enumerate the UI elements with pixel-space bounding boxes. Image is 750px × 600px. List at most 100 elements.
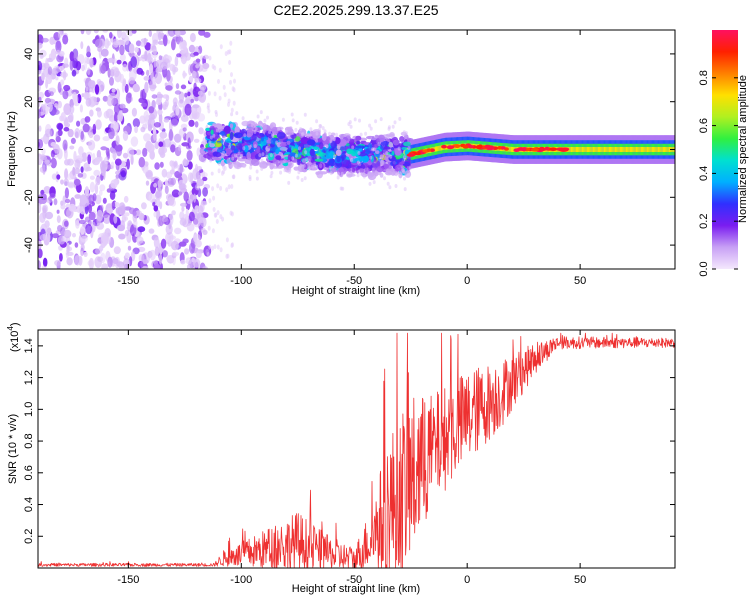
noise-blob <box>62 34 69 45</box>
noise-blob <box>69 145 75 150</box>
noise-blob <box>101 263 109 269</box>
noise-blob <box>123 258 131 269</box>
noise-blob <box>70 137 76 144</box>
noise-blob <box>200 171 208 178</box>
noise-blob <box>73 95 78 103</box>
band-blob <box>270 137 277 145</box>
band-blob <box>291 118 295 123</box>
band-blob <box>284 129 288 134</box>
signal-band <box>626 147 629 152</box>
signal-band <box>595 147 598 152</box>
colorbar-tick-label: 0.0 <box>698 261 710 276</box>
band-blob <box>209 125 215 132</box>
band-blob <box>398 171 403 179</box>
spectrogram-heatmap <box>38 30 675 269</box>
noise-blob <box>196 78 202 84</box>
band-blob <box>291 130 295 135</box>
noise-blob <box>230 243 234 248</box>
noise-blob <box>160 238 167 249</box>
band-blob <box>295 120 299 125</box>
noise-blob <box>128 76 136 85</box>
band-blob <box>347 122 351 127</box>
noise-blob <box>169 113 176 118</box>
band-blob <box>314 158 324 162</box>
noise-blob <box>137 232 141 239</box>
noise-blob <box>232 100 236 106</box>
band-blob <box>277 160 286 164</box>
noise-blob <box>99 204 104 212</box>
band-blob <box>311 164 314 169</box>
signal-band <box>512 147 514 152</box>
noise-blob <box>81 64 85 72</box>
noise-blob <box>159 131 168 139</box>
noise-blob <box>163 138 172 148</box>
band-blob <box>402 155 406 160</box>
noise-blob <box>186 223 195 232</box>
signal-band <box>575 147 578 152</box>
band-blob <box>215 128 219 133</box>
noise-blob <box>187 91 191 97</box>
noise-blob <box>100 64 107 74</box>
band-blob <box>302 158 307 164</box>
noise-blob <box>57 81 62 93</box>
band-blob <box>341 186 345 191</box>
noise-blob <box>38 260 41 269</box>
noise-blob <box>49 91 54 97</box>
band-blob <box>305 157 309 162</box>
signal-band <box>629 147 632 152</box>
band-blob <box>279 170 283 175</box>
noise-blob <box>124 83 129 94</box>
band-blob <box>335 137 341 145</box>
noise-blob <box>140 260 144 268</box>
noise-blob <box>178 183 187 191</box>
noise-blob <box>148 193 156 203</box>
noise-blob <box>163 118 170 123</box>
noise-blob <box>213 244 217 250</box>
noise-blob <box>57 129 63 137</box>
noise-blob <box>141 202 147 210</box>
noise-blob <box>196 147 201 157</box>
noise-blob <box>145 171 153 178</box>
signal-peak <box>441 144 447 149</box>
band-blob <box>368 181 372 186</box>
band-blob <box>316 155 320 160</box>
signal-band <box>657 147 660 152</box>
noise-blob <box>52 109 60 115</box>
noise-blob <box>76 120 81 127</box>
noise-blob <box>45 211 54 220</box>
signal-peak <box>544 146 550 151</box>
band-blob <box>385 170 393 176</box>
noise-blob <box>40 193 47 201</box>
band-blob <box>223 136 227 141</box>
noise-blob <box>159 201 163 210</box>
noise-blob <box>135 210 143 217</box>
noise-blob <box>143 110 149 122</box>
snr-scale-label: (x104) <box>6 322 21 352</box>
noise-blob <box>173 160 178 169</box>
noise-blob <box>180 217 185 222</box>
noise-blob <box>148 30 152 37</box>
signal-band <box>633 147 635 152</box>
noise-blob <box>132 211 137 217</box>
noise-blob <box>40 103 45 113</box>
band-blob <box>357 151 361 155</box>
noise-blob <box>74 127 81 139</box>
noise-blob <box>72 233 76 238</box>
signal-band <box>583 147 586 152</box>
noise-blob <box>79 226 86 235</box>
noise-blob <box>64 198 71 204</box>
signal-band <box>649 147 652 152</box>
band-blob <box>327 160 337 167</box>
band-blob <box>294 127 298 132</box>
band-blob <box>225 147 232 155</box>
signal-band <box>632 147 634 152</box>
noise-blob <box>96 109 102 118</box>
band-blob <box>294 153 298 158</box>
signal-band <box>624 147 626 152</box>
band-blob <box>260 166 264 171</box>
noise-blob <box>72 166 76 176</box>
signal-peak <box>517 147 526 151</box>
band-blob <box>275 140 279 145</box>
noise-blob <box>38 248 43 259</box>
band-blob <box>243 133 247 138</box>
